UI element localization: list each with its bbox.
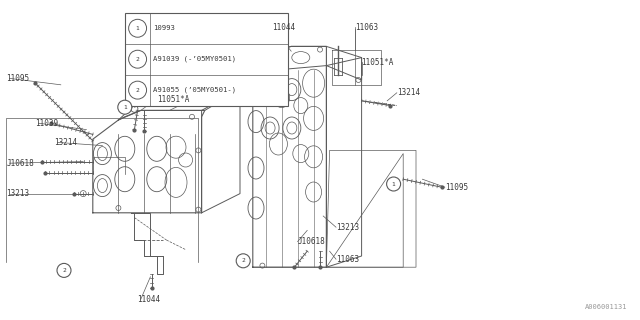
Text: 11063: 11063 [336,255,359,264]
Text: 11095: 11095 [6,74,29,83]
Text: A91055 (’05MY0501-): A91055 (’05MY0501-) [154,87,237,93]
Text: 11044: 11044 [138,295,161,304]
Circle shape [80,191,86,196]
Circle shape [57,263,71,277]
Text: 2: 2 [136,57,140,62]
Text: A91039 (-’05MY0501): A91039 (-’05MY0501) [154,56,237,62]
Text: 2: 2 [62,268,66,273]
Text: 13213: 13213 [336,223,359,232]
Text: 11044: 11044 [272,23,295,32]
Text: 13214: 13214 [397,88,420,97]
Circle shape [129,50,147,68]
Text: J10618: J10618 [6,159,34,168]
Circle shape [118,100,132,114]
Text: 1: 1 [392,181,396,187]
Text: 11051*A: 11051*A [157,95,189,104]
Text: 13214: 13214 [54,138,77,147]
Circle shape [129,81,147,99]
Circle shape [236,254,250,268]
Circle shape [387,177,401,191]
Text: 10993: 10993 [154,25,175,31]
Text: 11063: 11063 [355,23,378,32]
Text: 1: 1 [123,105,127,110]
Text: 2: 2 [136,88,140,92]
Text: A006001131: A006001131 [585,304,627,310]
Text: 11051*A: 11051*A [362,58,394,67]
Text: 11039: 11039 [35,119,58,128]
Text: 13213: 13213 [6,189,29,198]
Text: 1: 1 [136,26,140,31]
FancyBboxPatch shape [125,13,288,106]
Text: 11095: 11095 [445,183,468,192]
Text: 2: 2 [241,258,245,263]
Circle shape [129,19,147,37]
Text: J10618: J10618 [298,237,325,246]
